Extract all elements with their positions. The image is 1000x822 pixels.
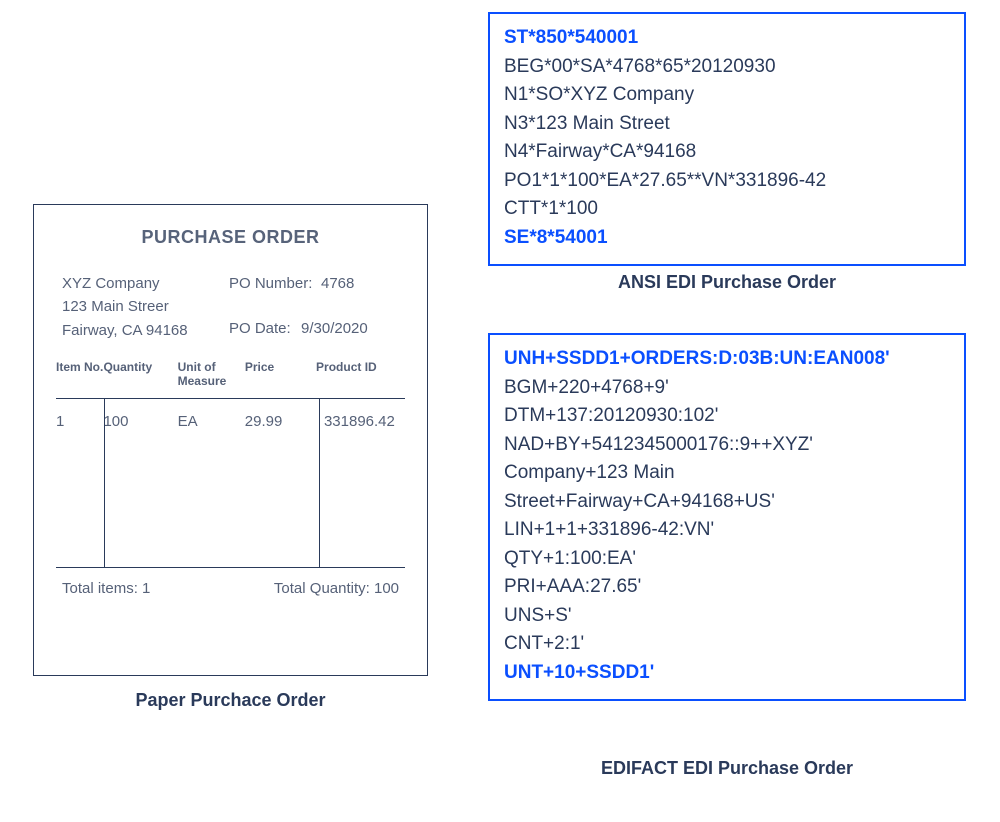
- col-quantity: Quantity: [103, 360, 177, 388]
- edifact-line-3: DTM+137:20120930:102': [504, 402, 950, 431]
- edifact-line-5: Company+123 Main: [504, 459, 950, 488]
- po-number-label: PO Number:: [229, 272, 321, 295]
- po-date-label: PO Date:: [229, 317, 301, 340]
- ansi-line-5: N4*Fairway*CA*94168: [504, 138, 950, 167]
- edifact-line-1: UNH+SSDD1+ORDERS:D:03B:UN:EAN008': [504, 345, 950, 374]
- table-row: 1 100 EA 29.99 331896.42: [56, 399, 405, 430]
- edifact-line-4: NAD+BY+5412345000176::9++XYZ': [504, 431, 950, 460]
- edifact-line-12: UNT+10+SSDD1': [504, 659, 950, 688]
- ansi-edi-box: ST*850*540001 BEG*00*SA*4768*65*20120930…: [488, 12, 966, 266]
- po-number-value: 4768: [321, 272, 354, 295]
- edifact-line-7: LIN+1+1+331896-42:VN': [504, 516, 950, 545]
- paper-po-box: PURCHASE ORDER XYZ Company 123 Main Stre…: [33, 204, 428, 676]
- row-quantity: 100: [103, 413, 177, 430]
- edifact-edi-box: UNH+SSDD1+ORDERS:D:03B:UN:EAN008' BGM+22…: [488, 333, 966, 701]
- ansi-line-1: ST*850*540001: [504, 24, 950, 53]
- city-state-zip: Fairway, CA 94168: [62, 319, 229, 342]
- col-unit: Unit of Measure: [178, 360, 245, 388]
- po-date-value: 9/30/2020: [301, 317, 368, 340]
- ansi-line-3: N1*SO*XYZ Company: [504, 81, 950, 110]
- paper-po-title: PURCHASE ORDER: [34, 227, 427, 248]
- edifact-line-8: QTY+1:100:EA': [504, 545, 950, 574]
- edifact-line-6: Street+Fairway+CA+94168+US': [504, 488, 950, 517]
- edifact-line-2: BGM+220+4768+9': [504, 374, 950, 403]
- row-item-no: 1: [56, 413, 103, 430]
- ansi-line-7: CTT*1*100: [504, 195, 950, 224]
- po-table-body: 1 100 EA 29.99 331896.42: [56, 398, 405, 568]
- company-name: XYZ Company: [62, 272, 229, 295]
- row-price: 29.99: [245, 413, 316, 430]
- ansi-line-2: BEG*00*SA*4768*65*20120930: [504, 53, 950, 82]
- table-divider-1: [104, 399, 105, 567]
- paper-po-address: XYZ Company 123 Main Streer Fairway, CA …: [62, 272, 229, 342]
- table-divider-2: [319, 399, 320, 567]
- po-table: Item No. Quantity Unit of Measure Price …: [56, 360, 405, 568]
- col-item-no: Item No.: [56, 360, 103, 388]
- total-quantity: Total Quantity: 100: [274, 580, 399, 597]
- ansi-line-8: SE*8*54001: [504, 224, 950, 253]
- street: 123 Main Streer: [62, 295, 229, 318]
- edifact-line-11: CNT+2:1': [504, 630, 950, 659]
- ansi-line-6: PO1*1*100*EA*27.65**VN*331896-42: [504, 167, 950, 196]
- paper-po-header: XYZ Company 123 Main Streer Fairway, CA …: [34, 272, 427, 342]
- edifact-line-9: PRI+AAA:27.65': [504, 573, 950, 602]
- row-unit: EA: [178, 413, 245, 430]
- paper-po-caption: Paper Purchace Order: [33, 690, 428, 711]
- row-product-id: 331896.42: [316, 413, 405, 430]
- ansi-caption: ANSI EDI Purchase Order: [488, 272, 966, 293]
- po-totals: Total items: 1 Total Quantity: 100: [34, 580, 427, 597]
- total-items: Total items: 1: [62, 580, 150, 597]
- paper-po-meta: PO Number: 4768 PO Date: 9/30/2020: [229, 272, 399, 342]
- ansi-line-4: N3*123 Main Street: [504, 110, 950, 139]
- po-table-header: Item No. Quantity Unit of Measure Price …: [56, 360, 405, 398]
- edifact-caption: EDIFACT EDI Purchase Order: [488, 758, 966, 779]
- col-price: Price: [245, 360, 316, 388]
- col-product-id: Product ID: [316, 360, 405, 388]
- edifact-line-10: UNS+S': [504, 602, 950, 631]
- diagram-root: PURCHASE ORDER XYZ Company 123 Main Stre…: [0, 0, 1000, 822]
